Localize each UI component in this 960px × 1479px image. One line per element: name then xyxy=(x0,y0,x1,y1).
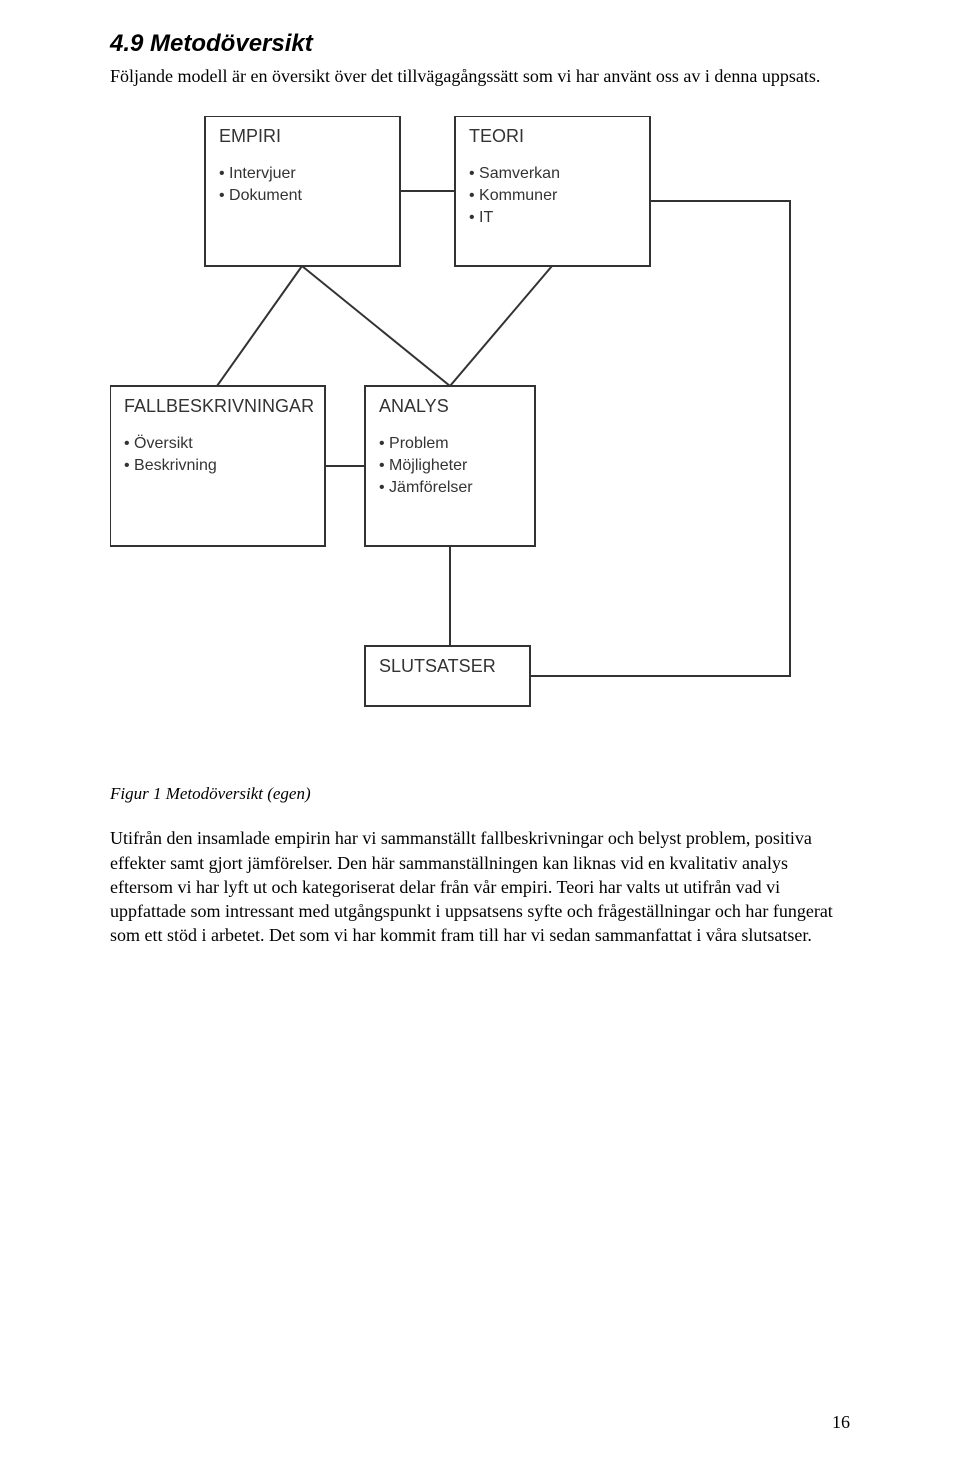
node-bullet: • Problem xyxy=(379,435,449,452)
node-slutsatser: SLUTSATSER xyxy=(365,646,530,706)
node-fallbeskrivningar: FALLBESKRIVNINGAR • Översikt • Beskrivning xyxy=(110,386,325,546)
body-paragraph: Utifrån den insamlade empirin har vi sam… xyxy=(110,826,850,947)
node-bullet: • Dokument xyxy=(219,187,303,204)
node-teori: TEORI • Samverkan • Kommuner • IT xyxy=(455,116,650,266)
node-bullet: • Översikt xyxy=(124,434,193,452)
flowchart-svg: EMPIRI • Intervjuer • Dokument TEORI • Samve… xyxy=(110,116,850,766)
edge-empiri-fallbeskrivningar xyxy=(217,266,302,386)
node-empiri: EMPIRI • Intervjuer • Dokument xyxy=(205,116,400,266)
node-bullet: • Intervjuer xyxy=(219,165,296,182)
node-title: EMPIRI xyxy=(219,126,281,146)
node-bullet: • Möjligheter xyxy=(379,457,468,474)
node-bullet: • Jämförelser xyxy=(379,479,473,496)
edge-teori-analys xyxy=(450,266,552,386)
method-overview-figure: EMPIRI • Intervjuer • Dokument TEORI • Samve… xyxy=(110,116,850,766)
node-analys: ANALYS • Problem • Möjligheter • Jämförelse… xyxy=(365,386,535,546)
node-title: SLUTSATSER xyxy=(379,656,496,676)
edge-teori-slutsatser xyxy=(530,201,790,676)
edge-empiri-analys xyxy=(302,266,450,386)
node-bullet: • Kommuner xyxy=(469,187,558,204)
node-title: TEORI xyxy=(469,126,524,146)
section-lead: Följande modell är en översikt över det … xyxy=(110,64,850,88)
figure-caption: Figur 1 Metodöversikt (egen) xyxy=(110,784,850,804)
node-title: FALLBESKRIVNINGAR xyxy=(124,396,314,416)
page-number: 16 xyxy=(832,1412,850,1433)
node-bullet: • IT xyxy=(469,209,493,226)
node-title: ANALYS xyxy=(379,396,449,416)
section-heading: 4.9 Metodöversikt xyxy=(110,30,850,58)
node-bullet: • Beskrivning xyxy=(124,457,217,474)
node-bullet: • Samverkan xyxy=(469,165,560,182)
